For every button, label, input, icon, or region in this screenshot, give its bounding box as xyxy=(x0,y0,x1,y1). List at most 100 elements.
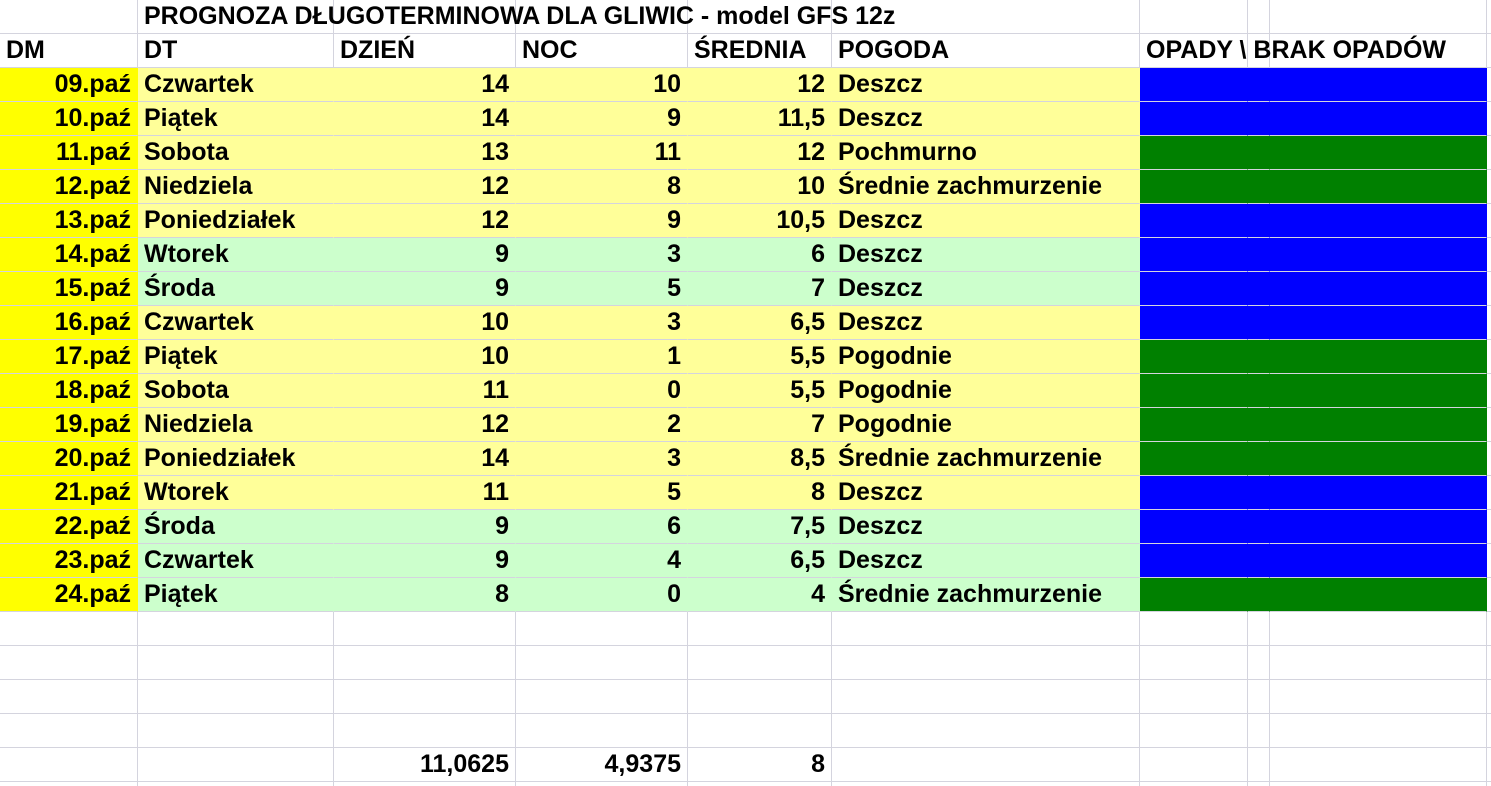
row-16-noc[interactable]: 0 xyxy=(516,578,688,612)
row-12-pogoda[interactable]: Średnie zachmurzenie xyxy=(832,442,1140,476)
cell[interactable] xyxy=(334,782,516,786)
cell[interactable] xyxy=(0,748,138,782)
cell[interactable] xyxy=(1140,612,1248,646)
precip-indicator[interactable] xyxy=(1140,136,1248,170)
precip-indicator[interactable] xyxy=(1270,204,1487,238)
row-16-dt[interactable]: Piątek xyxy=(138,578,334,612)
row-13-srednia[interactable]: 8 xyxy=(688,476,832,510)
precip-indicator[interactable] xyxy=(1270,102,1487,136)
row-4-dt[interactable]: Niedziela xyxy=(138,170,334,204)
precip-indicator[interactable] xyxy=(1270,170,1487,204)
row-12-dzien[interactable]: 14 xyxy=(334,442,516,476)
row-4-dzien[interactable]: 12 xyxy=(334,170,516,204)
precip-indicator[interactable] xyxy=(1248,238,1270,272)
cell[interactable] xyxy=(1487,612,1491,646)
row-14-dt[interactable]: Środa xyxy=(138,510,334,544)
cell[interactable] xyxy=(832,714,1140,748)
row-11-srednia[interactable]: 7 xyxy=(688,408,832,442)
header-dm[interactable]: DM xyxy=(0,34,138,68)
cell[interactable] xyxy=(1270,0,1487,34)
row-1-dzien[interactable]: 14 xyxy=(334,68,516,102)
precip-indicator[interactable] xyxy=(1140,170,1248,204)
row-8-dm[interactable]: 16.paź xyxy=(0,306,138,340)
row-15-dzien[interactable]: 9 xyxy=(334,544,516,578)
cell[interactable] xyxy=(1487,442,1491,476)
header-noc[interactable]: NOC xyxy=(516,34,688,68)
row-13-dm[interactable]: 21.paź xyxy=(0,476,138,510)
precip-indicator[interactable] xyxy=(1270,136,1487,170)
row-5-noc[interactable]: 9 xyxy=(516,204,688,238)
row-2-dt[interactable]: Piątek xyxy=(138,102,334,136)
cell[interactable] xyxy=(1140,782,1248,786)
precip-indicator[interactable] xyxy=(1270,442,1487,476)
cell[interactable] xyxy=(138,714,334,748)
precip-indicator[interactable] xyxy=(1140,238,1248,272)
cell[interactable] xyxy=(1248,646,1270,680)
cell[interactable] xyxy=(138,680,334,714)
row-2-dzien[interactable]: 14 xyxy=(334,102,516,136)
precip-indicator[interactable] xyxy=(1140,340,1248,374)
cell[interactable] xyxy=(1487,340,1491,374)
row-6-srednia[interactable]: 6 xyxy=(688,238,832,272)
row-9-dzien[interactable]: 10 xyxy=(334,340,516,374)
cell[interactable] xyxy=(1140,748,1248,782)
cell[interactable] xyxy=(1270,714,1487,748)
cell[interactable] xyxy=(688,782,832,786)
row-10-srednia[interactable]: 5,5 xyxy=(688,374,832,408)
total-noc[interactable]: 4,9375 xyxy=(516,748,688,782)
row-7-srednia[interactable]: 7 xyxy=(688,272,832,306)
row-11-dm[interactable]: 19.paź xyxy=(0,408,138,442)
row-3-noc[interactable]: 11 xyxy=(516,136,688,170)
precip-indicator[interactable] xyxy=(1248,476,1270,510)
precip-indicator[interactable] xyxy=(1270,238,1487,272)
precip-indicator[interactable] xyxy=(1248,340,1270,374)
precip-indicator[interactable] xyxy=(1248,510,1270,544)
precip-indicator[interactable] xyxy=(1140,306,1248,340)
row-4-srednia[interactable]: 10 xyxy=(688,170,832,204)
row-1-srednia[interactable]: 12 xyxy=(688,68,832,102)
row-8-dt[interactable]: Czwartek xyxy=(138,306,334,340)
precip-indicator[interactable] xyxy=(1140,578,1248,612)
cell[interactable] xyxy=(1487,0,1491,34)
cell[interactable] xyxy=(334,0,516,34)
row-15-pogoda[interactable]: Deszcz xyxy=(832,544,1140,578)
row-9-dm[interactable]: 17.paź xyxy=(0,340,138,374)
cell[interactable] xyxy=(1487,680,1491,714)
cell[interactable] xyxy=(688,714,832,748)
cell[interactable] xyxy=(1248,748,1270,782)
cell[interactable] xyxy=(688,646,832,680)
cell[interactable] xyxy=(1487,646,1491,680)
row-14-noc[interactable]: 6 xyxy=(516,510,688,544)
row-14-dzien[interactable]: 9 xyxy=(334,510,516,544)
cell[interactable] xyxy=(0,680,138,714)
cell[interactable] xyxy=(1487,476,1491,510)
cell[interactable] xyxy=(1487,374,1491,408)
row-5-dzien[interactable]: 12 xyxy=(334,204,516,238)
precip-indicator[interactable] xyxy=(1270,408,1487,442)
header-dt[interactable]: DT xyxy=(138,34,334,68)
cell[interactable] xyxy=(1270,34,1487,68)
row-10-pogoda[interactable]: Pogodnie xyxy=(832,374,1140,408)
cell[interactable] xyxy=(832,0,1140,34)
row-16-pogoda[interactable]: Średnie zachmurzenie xyxy=(832,578,1140,612)
cell[interactable] xyxy=(1487,408,1491,442)
row-6-dzien[interactable]: 9 xyxy=(334,238,516,272)
precip-indicator[interactable] xyxy=(1248,374,1270,408)
precip-indicator[interactable] xyxy=(1140,374,1248,408)
row-4-dm[interactable]: 12.paź xyxy=(0,170,138,204)
precip-indicator[interactable] xyxy=(1248,544,1270,578)
total-dzien[interactable]: 11,0625 xyxy=(334,748,516,782)
cell[interactable] xyxy=(0,646,138,680)
cell[interactable] xyxy=(138,782,334,786)
cell[interactable] xyxy=(1270,646,1487,680)
precip-indicator[interactable] xyxy=(1270,578,1487,612)
row-3-dt[interactable]: Sobota xyxy=(138,136,334,170)
row-3-pogoda[interactable]: Pochmurno xyxy=(832,136,1140,170)
cell[interactable] xyxy=(1140,34,1248,68)
precip-indicator[interactable] xyxy=(1248,204,1270,238)
precip-indicator[interactable] xyxy=(1140,272,1248,306)
row-11-noc[interactable]: 2 xyxy=(516,408,688,442)
precip-indicator[interactable] xyxy=(1140,442,1248,476)
row-7-dm[interactable]: 15.paź xyxy=(0,272,138,306)
row-12-srednia[interactable]: 8,5 xyxy=(688,442,832,476)
